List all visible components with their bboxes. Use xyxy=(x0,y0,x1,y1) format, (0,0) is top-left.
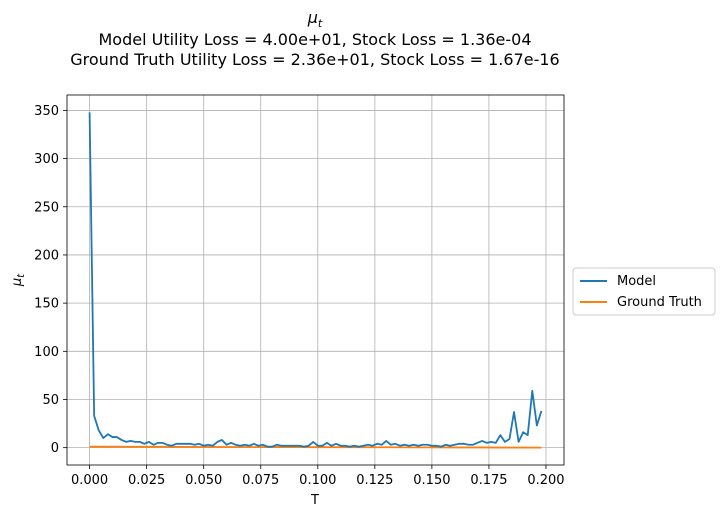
x-tick-label: 0.175 xyxy=(470,473,507,488)
ground-truth-series-line xyxy=(89,445,542,449)
y-tick-label: 350 xyxy=(34,104,59,119)
y-tick-label: 150 xyxy=(34,297,59,312)
plot-frame xyxy=(66,94,565,466)
y-axis-ticks: 0 50 100 150 200 250 300 350 xyxy=(34,104,67,456)
model-series-line xyxy=(88,112,543,448)
x-tick-label: 0.150 xyxy=(413,473,450,488)
legend-label-ground-truth: Ground Truth xyxy=(617,295,702,310)
plot-series xyxy=(88,112,543,449)
y-tick-label: 100 xyxy=(34,345,59,360)
x-tick-label: 0.125 xyxy=(356,473,393,488)
chart-title-model-losses: Model Utility Loss = 4.00e+01, Stock Los… xyxy=(99,30,532,49)
legend-box xyxy=(572,267,716,316)
x-tick-label: 0.050 xyxy=(185,473,222,488)
y-axis-label: μt xyxy=(10,273,27,287)
x-tick-label: 0.100 xyxy=(299,473,336,488)
x-tick-label: 0.200 xyxy=(527,473,564,488)
x-tick-label: 0.025 xyxy=(128,473,165,488)
x-tick-label: 0.000 xyxy=(71,473,108,488)
x-tick-label: 0.075 xyxy=(242,473,279,488)
legend: Model Ground Truth xyxy=(572,267,716,316)
y-tick-label: 300 xyxy=(34,152,59,167)
legend-label-model: Model xyxy=(617,274,656,289)
y-tick-label: 50 xyxy=(42,393,59,408)
x-axis-ticks: 0.000 0.025 0.050 0.075 0.100 0.125 0.150 0.175… xyxy=(71,465,565,488)
x-axis-label: T xyxy=(310,493,319,508)
chart-title-ground-truth-losses: Ground Truth Utility Loss = 2.36e+01, St… xyxy=(70,50,559,69)
chart-title-symbol: μt xyxy=(307,8,323,30)
y-tick-label: 200 xyxy=(34,248,59,263)
y-tick-label: 0 xyxy=(51,441,59,456)
y-tick-label: 250 xyxy=(34,200,59,215)
